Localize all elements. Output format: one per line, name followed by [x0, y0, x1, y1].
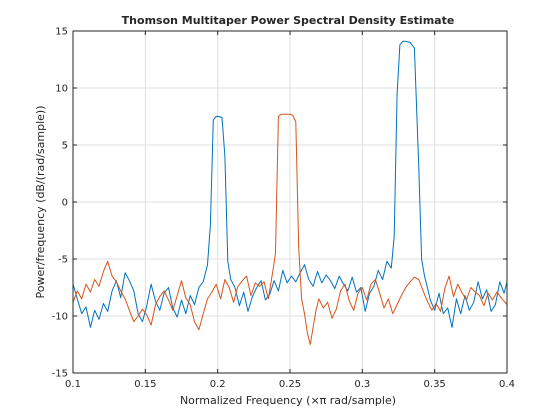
y-tick-label: 5: [62, 141, 68, 152]
y-tick-label: -10: [52, 312, 68, 323]
x-axis-label: Normalized Frequency (×π rad/sample): [180, 394, 396, 407]
x-tick-label: 0.1: [65, 379, 81, 390]
y-tick-label: 10: [55, 84, 68, 95]
y-tick-label: 15: [55, 27, 68, 38]
x-tick-label: 0.25: [279, 379, 301, 390]
y-axis-label: Power/frequency (dB/(rad/sample)): [34, 106, 47, 299]
x-tick-label: 0.3: [354, 379, 370, 390]
y-tick-label: -5: [58, 255, 68, 266]
x-tick-label: 0.15: [134, 379, 156, 390]
y-tick-label: 0: [62, 198, 68, 209]
axis-ticks: 0.1 0.15 0.2 0.25 0.3 0.35 0.4 -15 -10 -5 0 5 10 15: [52, 27, 515, 391]
grid-lines: [73, 31, 507, 373]
chart-title: Thomson Multitaper Power Spectral Densit…: [122, 14, 455, 27]
x-tick-label: 0.2: [210, 379, 226, 390]
x-tick-label: 0.35: [424, 379, 446, 390]
y-tick-label: -15: [52, 369, 68, 380]
x-tick-label: 0.4: [499, 379, 515, 390]
